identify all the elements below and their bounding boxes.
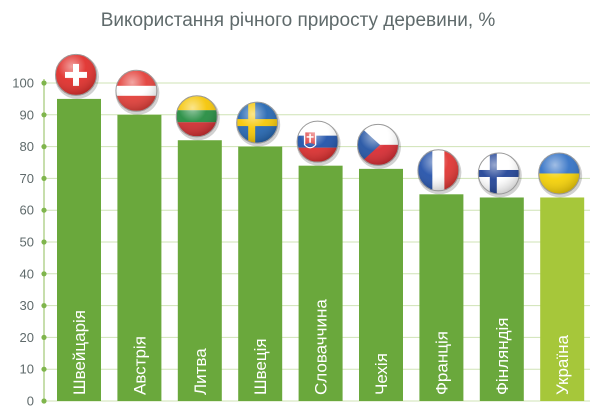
bar [540,197,585,401]
y-tick-label: 0 [27,394,34,409]
bar-category-label: Австрія [130,336,149,395]
bar-category-label: Фінляндія [493,317,512,395]
bar-category-label: Чехія [372,353,391,395]
lithuania-flag [175,95,220,141]
switzerland-flag [55,53,99,99]
chart-title: Використання річного приросту деревини, … [101,10,496,31]
bar [238,146,283,401]
bar [419,194,464,401]
y-tick-label: 70 [20,171,34,186]
czechia-flag [357,123,401,169]
y-tick-dot [41,366,47,372]
bar [117,114,162,402]
y-tick-label: 80 [20,139,34,154]
bar [479,197,524,401]
y-tick-label: 40 [20,266,34,281]
y-tick-label: 90 [20,107,34,122]
france-flag [417,149,462,195]
bar [57,98,101,402]
slovakia-flag [296,120,341,166]
y-tick-label: 20 [20,330,34,345]
y-tick-dot [41,144,47,150]
y-tick-dot [41,303,47,309]
bar-category-label: Франція [432,331,451,395]
y-tick-dot [41,239,47,245]
y-tick-dot [41,80,47,86]
y-tick-dot [41,175,47,181]
y-tick-label: 30 [20,298,34,313]
bar [177,140,222,402]
bar-category-label: Словаччина [312,299,331,395]
y-tick-label: 100 [12,76,34,91]
bar-category-label: Україна [553,335,572,395]
ukraine-flag [538,152,583,198]
y-tick-label: 60 [20,203,34,218]
bar [298,165,343,401]
austria-flag [115,69,160,115]
sweden-flag [236,101,281,147]
y-tick-dot [41,398,47,404]
y-tick-label: 10 [20,362,34,377]
y-tick-dot [41,112,47,118]
y-tick-label: 50 [20,235,34,250]
y-tick-dot [41,334,47,340]
flags [55,53,583,198]
bar-category-label: Литва [191,348,210,395]
bar-category-label: Швейцарія [70,310,89,395]
y-tick-dot [41,207,47,213]
finland-flag [477,152,522,198]
bar [359,168,403,401]
bars: Швейцарія Австрія Литва Швеція Словаччина Чех… [57,98,585,402]
y-tick-dot [41,271,47,277]
y-axis: 0 10 20 30 40 50 60 70 80 90 100 [12,76,47,409]
bar-category-label: Швеція [251,338,270,395]
